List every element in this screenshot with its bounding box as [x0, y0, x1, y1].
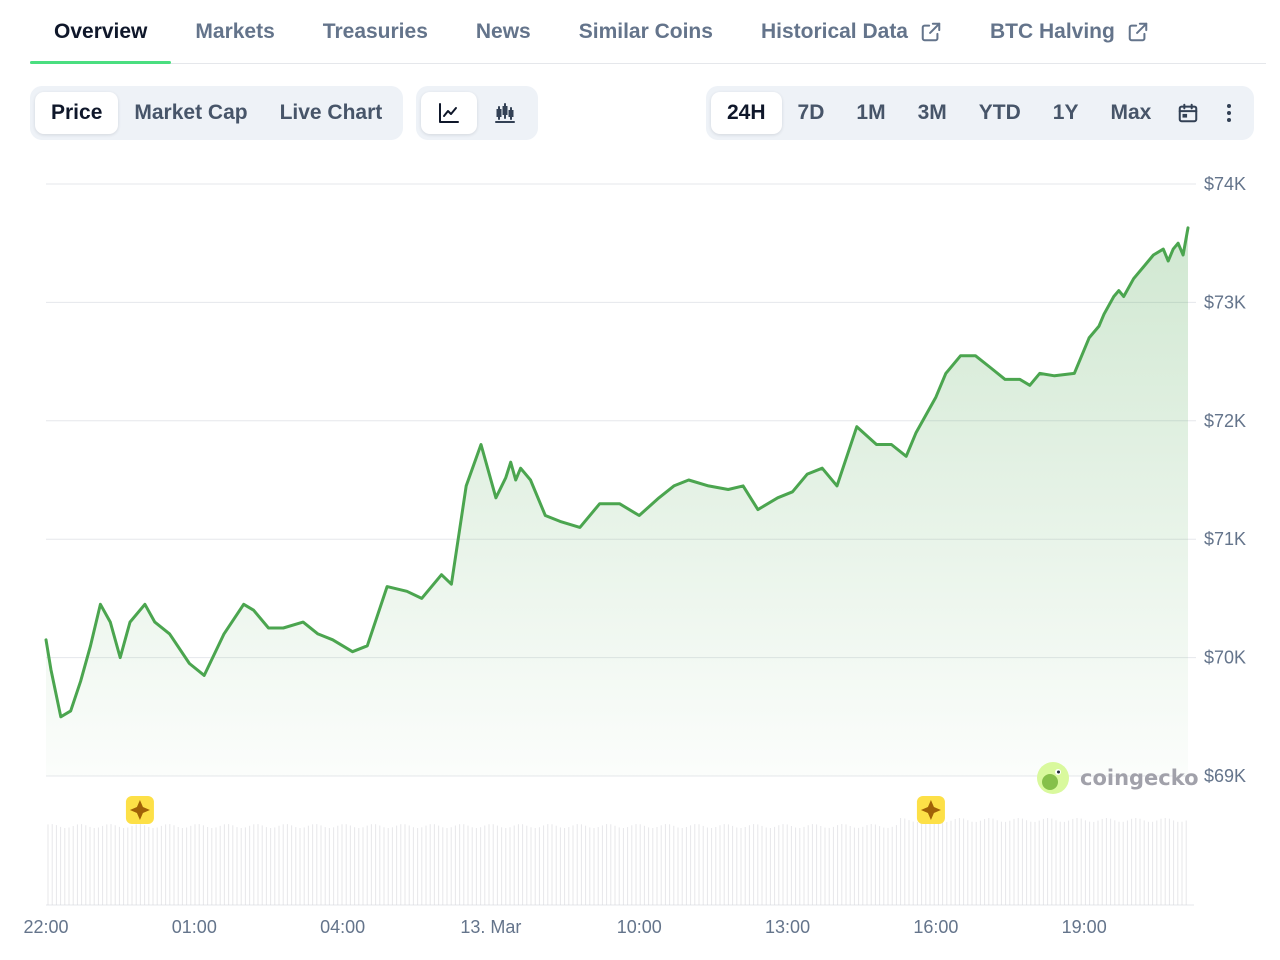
event-marker-icon[interactable]	[916, 796, 945, 824]
chart-type-selector: Price Market Cap Live Chart	[30, 86, 404, 140]
tab-label: News	[475, 19, 531, 43]
x-tick-label: 13. Mar	[460, 917, 521, 937]
tab-btc-halving[interactable]: BTC Halving	[966, 0, 1173, 63]
more-vertical-icon	[1219, 102, 1239, 124]
y-tick-label: $72K	[1204, 411, 1246, 431]
tab-label: Markets	[195, 19, 275, 43]
tab-treasuries[interactable]: Treasuries	[299, 0, 452, 63]
x-tick-label: 01:00	[172, 917, 217, 937]
price-chart[interactable]: $74K $73K $72K $71K $70K $69K 22:00 01:00 04:00…	[0, 150, 1280, 960]
coingecko-wordmark: coingecko	[1080, 766, 1199, 790]
tab-overview[interactable]: Overview	[30, 0, 172, 64]
x-tick-label: 10:00	[617, 917, 662, 937]
candlestick-chart-button[interactable]	[477, 92, 533, 134]
time-range-selector: 24H 7D 1M 3M YTD 1Y Max	[706, 86, 1255, 140]
range-1y-button[interactable]: 1Y	[1052, 101, 1079, 124]
price-line	[44, 226, 1190, 719]
tab-label: Historical Data	[760, 19, 908, 43]
event-marker-icon[interactable]	[125, 796, 154, 824]
more-options-button[interactable]	[1209, 92, 1249, 134]
y-tick-label: $71K	[1204, 529, 1246, 549]
range-7d-button[interactable]: 7D	[797, 101, 825, 124]
calendar-icon	[1177, 102, 1199, 124]
tab-markets[interactable]: Markets	[171, 0, 298, 63]
y-tick-label: $73K	[1204, 292, 1246, 312]
external-link-icon	[1127, 21, 1149, 43]
price-area	[46, 227, 1188, 777]
range-24h-button[interactable]: 24H	[711, 92, 782, 134]
chart-view-toggle	[416, 86, 538, 140]
price-button[interactable]: Price	[35, 92, 119, 134]
tab-label: Treasuries	[322, 19, 428, 43]
coingecko-watermark: coingecko	[1037, 762, 1199, 794]
y-tick-label: $74K	[1204, 174, 1246, 194]
line-chart-button[interactable]	[421, 92, 477, 134]
market-cap-button[interactable]: Market Cap	[134, 101, 248, 124]
y-tick-label: $70K	[1204, 648, 1246, 668]
candlestick-chart-icon	[493, 101, 517, 125]
live-chart-button[interactable]: Live Chart	[279, 101, 383, 124]
tab-similar-coins[interactable]: Similar Coins	[555, 0, 737, 63]
range-3m-button[interactable]: 3M	[917, 101, 947, 124]
range-max-button[interactable]: Max	[1110, 101, 1152, 124]
x-tick-label: 13:00	[765, 917, 810, 937]
x-tick-label: 22:00	[23, 917, 68, 937]
tab-label: BTC Halving	[990, 19, 1115, 43]
tab-historical-data[interactable]: Historical Data	[737, 0, 966, 63]
range-1m-button[interactable]: 1M	[856, 101, 886, 124]
line-chart-icon	[437, 101, 461, 125]
range-ytd-button[interactable]: YTD	[978, 101, 1021, 124]
tab-news[interactable]: News	[452, 0, 555, 63]
y-tick-label: $69K	[1204, 766, 1246, 786]
x-tick-label: 04:00	[320, 917, 365, 937]
x-tick-label: 16:00	[913, 917, 958, 937]
tab-label: Overview	[54, 19, 148, 43]
calendar-button[interactable]	[1167, 92, 1209, 134]
tab-label: Similar Coins	[578, 19, 713, 43]
tab-bar: Overview Markets Treasuries News Similar…	[30, 0, 1266, 64]
external-link-icon	[920, 21, 942, 43]
x-tick-label: 19:00	[1062, 917, 1107, 937]
